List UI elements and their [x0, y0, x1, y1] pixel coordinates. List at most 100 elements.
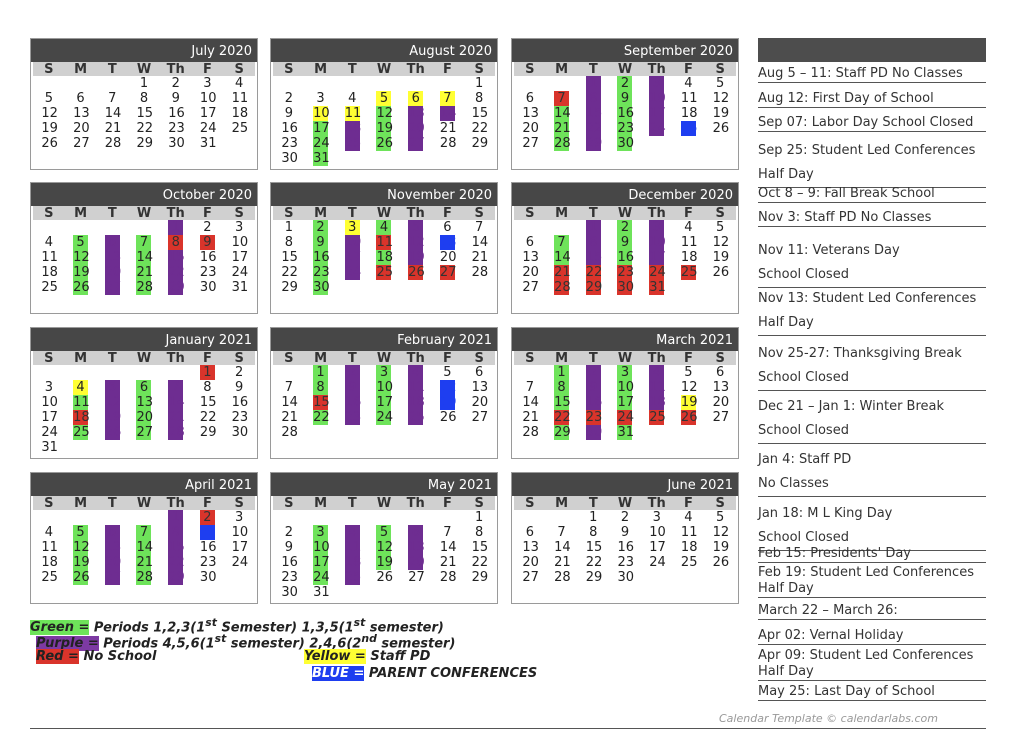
- day-cell: 14: [160, 395, 192, 410]
- day-number: 24: [313, 136, 330, 151]
- day-number: 25: [649, 410, 666, 425]
- day-cell: 17: [368, 395, 400, 410]
- day-cell: 18: [223, 106, 255, 121]
- day-number: 5: [443, 365, 452, 380]
- day-number: 2: [199, 510, 215, 525]
- day-cell: 15: [463, 540, 495, 555]
- day-number: 16: [617, 106, 635, 121]
- weekday-header: F: [431, 351, 464, 366]
- day-cell: 9: [609, 91, 641, 106]
- day-number: 21: [136, 555, 154, 570]
- day-number: 3: [234, 220, 244, 235]
- day-cell: 7: [546, 235, 578, 250]
- day-number: 14: [168, 395, 185, 410]
- day-cell: 18: [673, 250, 705, 265]
- day-number: 18: [231, 106, 249, 121]
- day-grid: S M T W Th F S 1 2 3 4 5 6 7 8 9 10 11 12 13 14 15 16 17 18 19 20 2…: [33, 351, 255, 455]
- day-number: 6: [408, 525, 424, 540]
- weekday-header: M: [304, 351, 337, 366]
- legend-purple-sup1: st: [214, 632, 227, 645]
- day-cell: 31: [641, 280, 673, 295]
- day-cell: 3: [223, 220, 255, 235]
- day-cell: 13: [704, 380, 736, 395]
- day-number: 17: [313, 121, 330, 136]
- month-title: June 2021: [512, 473, 738, 496]
- day-number: 9: [617, 91, 633, 106]
- day-cell: 25: [673, 265, 705, 280]
- day-cell: 13: [400, 106, 432, 121]
- day-number: 31: [231, 280, 249, 295]
- day-cell: 2: [160, 76, 192, 91]
- day-number: 21: [168, 410, 185, 425]
- day-number: 20: [408, 121, 425, 136]
- day-cell: 12: [704, 235, 736, 250]
- weekday-header: W: [128, 351, 160, 366]
- day-empty: [546, 76, 578, 91]
- day-number: 28: [554, 136, 571, 151]
- month-november-2020: November 2020 S M T W Th F S 1 2 3 4 5 6 7 8 9 10 11 12 13 14…: [270, 182, 498, 314]
- day-cell: 1: [577, 510, 609, 525]
- day-number: 20: [104, 265, 122, 280]
- day-number: 29: [471, 570, 489, 585]
- day-number: 9: [617, 235, 633, 250]
- day-cell: 27: [96, 280, 128, 295]
- event-text: Nov 13: Student Led Conferences: [758, 291, 977, 306]
- weekday-header: T: [336, 206, 369, 221]
- day-number: 9: [344, 380, 360, 395]
- day-grid: S M T W Th F S 1 2 3 4 5 6 7 8 9 10 11 12 13 14 15 16 17 18 19 20 2…: [273, 496, 495, 600]
- day-number: 27: [136, 425, 154, 440]
- day-cell: 16: [609, 540, 641, 555]
- event-text: March 22 – March 26:: [758, 603, 898, 618]
- event-item: May 25: Last Day of School: [758, 684, 986, 701]
- day-number: 27: [439, 265, 457, 280]
- day-cell: 8: [160, 235, 192, 250]
- day-cell: 22: [463, 121, 495, 136]
- event-text: No Classes: [758, 476, 829, 491]
- weekday-header: F: [431, 62, 464, 77]
- day-cell: 17: [641, 106, 673, 121]
- day-cell: 19: [704, 106, 736, 121]
- day-cell: 27: [400, 570, 432, 585]
- day-cell: 7: [432, 91, 464, 106]
- day-cell: 24: [223, 555, 255, 570]
- day-number: 10: [231, 525, 249, 540]
- day-cell: 21: [432, 555, 464, 570]
- day-cell: 18: [641, 395, 673, 410]
- day-number: 16: [617, 250, 635, 265]
- legend-red-key: Red =: [36, 649, 79, 664]
- day-number: 14: [136, 540, 154, 555]
- day-cell: 23: [192, 555, 224, 570]
- day-cell: 6: [432, 220, 464, 235]
- day-cell: 16: [609, 250, 641, 265]
- day-cell: 14: [546, 540, 578, 555]
- day-number: 2: [344, 365, 360, 380]
- day-number: 10: [313, 540, 330, 555]
- event-text: Half Day: [758, 581, 814, 596]
- day-number: 21: [554, 555, 571, 570]
- day-number: 10: [649, 91, 666, 106]
- day-number: 6: [525, 235, 534, 250]
- day-empty: [65, 220, 97, 235]
- day-number: 1: [474, 76, 484, 91]
- weekday-header: M: [545, 206, 578, 221]
- day-number: 11: [649, 380, 666, 395]
- day-number: 10: [41, 395, 58, 410]
- day-cell: 28: [514, 425, 546, 440]
- day-cell: 24: [192, 121, 224, 136]
- day-cell: 10: [336, 235, 368, 250]
- day-number: 1: [585, 76, 601, 91]
- day-cell: 8: [577, 91, 609, 106]
- day-cell: 5: [368, 525, 400, 540]
- day-number: 30: [313, 280, 330, 295]
- day-number: 18: [344, 555, 362, 570]
- weekday-header: F: [191, 206, 224, 221]
- day-empty: [96, 365, 128, 380]
- day-cell: 18: [368, 250, 400, 265]
- day-number: 8: [284, 235, 293, 250]
- day-number: 3: [203, 76, 212, 91]
- month-may-2021: May 2021 S M T W Th F S 1 2 3 4 5 6 7 8 9 10 11 12 13 14 15 16 1…: [270, 472, 498, 604]
- weekday-header: Th: [399, 62, 432, 77]
- weekday-header: T: [96, 496, 129, 511]
- day-number: 31: [41, 440, 58, 455]
- day-cell: 15: [577, 250, 609, 265]
